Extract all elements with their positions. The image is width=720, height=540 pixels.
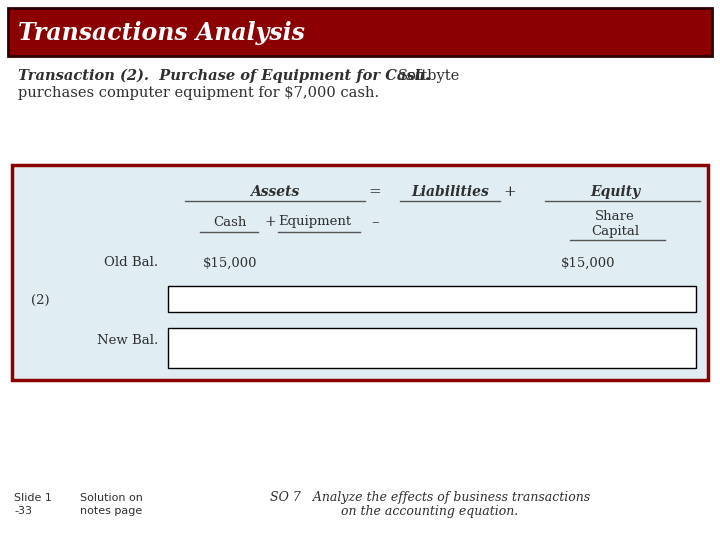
Text: Capital: Capital <box>591 226 639 239</box>
Text: Equity: Equity <box>590 185 640 199</box>
Text: $15,000: $15,000 <box>560 256 615 269</box>
Text: Transaction (2).  Purchase of Equipment for Cash.: Transaction (2). Purchase of Equipment f… <box>18 69 431 83</box>
Text: Assets: Assets <box>251 185 300 199</box>
Text: –: – <box>372 215 379 229</box>
Text: Old Bal.: Old Bal. <box>104 256 158 269</box>
Text: +: + <box>264 215 276 229</box>
Bar <box>168 286 696 312</box>
Text: +: + <box>503 185 516 199</box>
Text: $15,000: $15,000 <box>203 256 257 269</box>
Text: Transactions Analysis: Transactions Analysis <box>18 21 305 45</box>
Text: -33: -33 <box>14 506 32 516</box>
Text: Slide 1: Slide 1 <box>14 493 52 503</box>
Text: Solution on: Solution on <box>80 493 143 503</box>
Text: Softbyte: Softbyte <box>398 69 460 83</box>
Text: notes page: notes page <box>80 506 143 516</box>
Text: Cash: Cash <box>213 215 247 228</box>
Text: on the accounting equation.: on the accounting equation. <box>341 505 518 518</box>
Text: New Bal.: New Bal. <box>96 334 158 347</box>
Text: SO 7   Analyze the effects of business transactions: SO 7 Analyze the effects of business tra… <box>270 491 590 504</box>
Bar <box>8 8 712 56</box>
Bar <box>168 328 696 368</box>
Text: =: = <box>369 185 382 199</box>
Text: purchases computer equipment for $7,000 cash.: purchases computer equipment for $7,000 … <box>18 86 379 100</box>
Text: Share: Share <box>595 211 635 224</box>
Bar <box>12 165 708 380</box>
Text: Equipment: Equipment <box>279 215 351 228</box>
Text: Liabilities: Liabilities <box>411 185 489 199</box>
Text: (2): (2) <box>31 294 49 307</box>
